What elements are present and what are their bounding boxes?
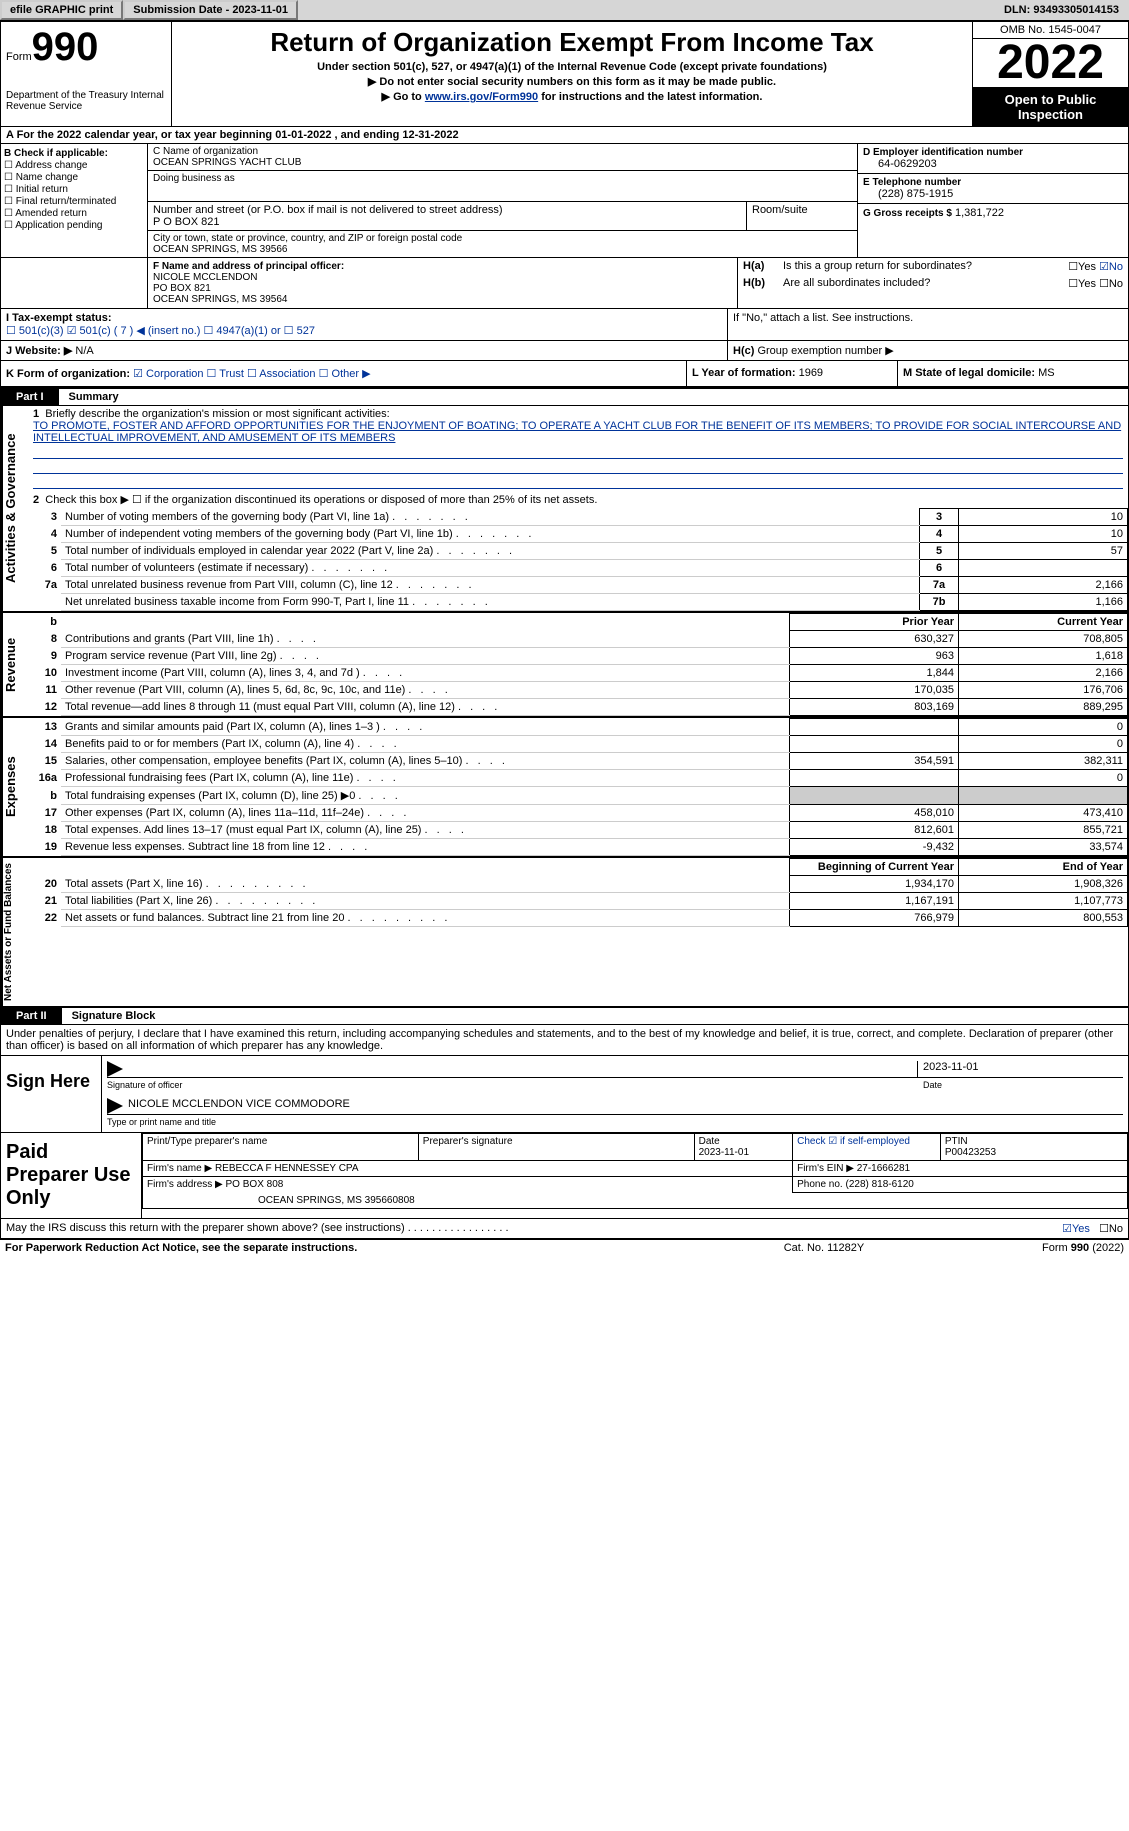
principal-addr2: OCEAN SPRINGS, MS 39564 (153, 294, 732, 305)
expenses-table: 13Grants and similar amounts paid (Part … (28, 718, 1128, 856)
governance-table: 3Number of voting members of the governi… (28, 508, 1128, 611)
hb-yes[interactable]: ☐Yes (1068, 278, 1096, 290)
part1-title: Summary (59, 389, 129, 405)
footer-center: Cat. No. 11282Y (724, 1242, 924, 1254)
footer-right: Form 990 (2022) (924, 1242, 1124, 1254)
ha-no[interactable]: ☑No (1099, 261, 1123, 273)
tax-status-label: I Tax-exempt status: (6, 312, 112, 324)
header-sub3: ▶ Go to www.irs.gov/Form990 for instruct… (177, 90, 967, 103)
netassets-table: Beginning of Current YearEnd of Year20To… (28, 858, 1128, 927)
org-name-label: C Name of organization (153, 146, 852, 157)
hc-text: Group exemption number ▶ (757, 345, 893, 357)
city-value: OCEAN SPRINGS, MS 39566 (153, 244, 852, 255)
side-tab-expenses: Expenses (1, 718, 28, 856)
check-initial-return[interactable]: Initial return (4, 184, 144, 195)
open-public-badge: Open to Public Inspection (973, 88, 1128, 126)
room-suite-label: Room/suite (747, 202, 857, 230)
principal-name: NICOLE MCCLENDON (153, 272, 732, 283)
dba-label: Doing business as (153, 173, 852, 184)
submission-date-button[interactable]: Submission Date - 2023-11-01 (123, 0, 298, 20)
form-org-opts[interactable]: ☑ Corporation ☐ Trust ☐ Association ☐ Ot… (133, 368, 370, 380)
discuss-text: May the IRS discuss this return with the… (6, 1222, 1062, 1235)
part2-tab: Part II (1, 1008, 62, 1024)
sig-officer-caption: Signature of officer (107, 1080, 923, 1090)
ein-value: 64-0629203 (863, 158, 1123, 170)
tax-year: 2022 (973, 39, 1128, 88)
state-domicile-label: M State of legal domicile: (903, 367, 1035, 379)
website-value: N/A (75, 345, 93, 357)
hb-note: If "No," attach a list. See instructions… (727, 309, 1128, 340)
arrow-icon (107, 1061, 123, 1077)
form-header: Form990 Department of the Treasury Inter… (0, 21, 1129, 127)
discuss-yes[interactable]: ☑Yes (1062, 1223, 1090, 1235)
side-tab-netassets: Net Assets or Fund Balances (1, 858, 28, 1006)
top-bar: efile GRAPHIC print Submission Date - 20… (0, 0, 1129, 21)
gross-value: 1,381,722 (955, 207, 1004, 219)
phone-label: E Telephone number (863, 177, 1123, 188)
year-formation-value: 1969 (799, 367, 823, 379)
line2-text: Check this box ▶ ☐ if the organization d… (45, 494, 597, 506)
mission-text: TO PROMOTE, FOSTER AND AFFORD OPPORTUNIT… (33, 420, 1121, 444)
ein-label: D Employer identification number (863, 147, 1123, 158)
ha-text: Is this a group return for subordinates? (783, 260, 1003, 273)
check-amended[interactable]: Amended return (4, 208, 144, 219)
mission-label: Briefly describe the organization's miss… (45, 408, 389, 420)
check-address-change[interactable]: Address change (4, 160, 144, 171)
entity-info: B Check if applicable: Address change Na… (0, 144, 1129, 258)
check-name-change[interactable]: Name change (4, 172, 144, 183)
phone-value: (228) 875-1915 (863, 188, 1123, 200)
arrow-icon (107, 1098, 123, 1114)
col-b-label: B Check if applicable: (4, 148, 144, 159)
paid-preparer-label: Paid Preparer Use Only (1, 1133, 142, 1218)
addr-value: P O BOX 821 (153, 216, 741, 228)
revenue-table: bPrior YearCurrent Year8Contributions an… (28, 613, 1128, 716)
calendar-year-line: A For the 2022 calendar year, or tax yea… (1, 127, 464, 143)
website-label: J Website: ▶ (6, 345, 72, 357)
side-tab-governance: Activities & Governance (1, 406, 28, 611)
sign-date: 2023-11-01 (917, 1061, 1123, 1077)
state-domicile-value: MS (1038, 367, 1055, 379)
year-formation-label: L Year of formation: (692, 367, 796, 379)
form-number: 990 (32, 25, 99, 69)
principal-addr1: PO BOX 821 (153, 283, 732, 294)
ha-yes[interactable]: ☐Yes (1068, 261, 1096, 273)
form-org-label: K Form of organization: (6, 368, 130, 380)
sig-date-caption: Date (923, 1080, 1123, 1090)
efile-print-button[interactable]: efile GRAPHIC print (0, 0, 123, 20)
officer-name-caption: Type or print name and title (107, 1117, 1123, 1127)
dln-label: DLN: 93493305014153 (1004, 4, 1129, 16)
check-app-pending[interactable]: Application pending (4, 220, 144, 231)
side-tab-revenue: Revenue (1, 613, 28, 716)
sign-here-label: Sign Here (1, 1056, 102, 1132)
discuss-no[interactable]: ☐No (1099, 1223, 1123, 1235)
preparer-table: Print/Type preparer's name Preparer's si… (142, 1133, 1128, 1209)
org-name: OCEAN SPRINGS YACHT CLUB (153, 157, 852, 168)
officer-name: NICOLE MCCLENDON VICE COMMODORE (123, 1098, 1123, 1114)
city-label: City or town, state or province, country… (153, 233, 852, 244)
part1-tab: Part I (1, 389, 59, 405)
hb-text: Are all subordinates included? (783, 277, 1003, 290)
gross-label: G Gross receipts $ (863, 208, 952, 219)
form-title: Return of Organization Exempt From Incom… (177, 27, 967, 58)
irs-link[interactable]: www.irs.gov/Form990 (425, 91, 538, 103)
check-final-return[interactable]: Final return/terminated (4, 196, 144, 207)
addr-label: Number and street (or P.O. box if mail i… (153, 204, 741, 216)
tax-status-opts[interactable]: ☐ 501(c)(3) ☑ 501(c) ( 7 ) ◀ (insert no.… (6, 325, 315, 337)
principal-label: F Name and address of principal officer: (153, 261, 732, 272)
signature-cert-text: Under penalties of perjury, I declare th… (0, 1025, 1129, 1056)
part2-title: Signature Block (62, 1008, 166, 1024)
dept-label: Department of the Treasury Internal Reve… (6, 90, 166, 112)
header-sub2: ▶ Do not enter social security numbers o… (177, 75, 967, 88)
hb-no[interactable]: ☐No (1099, 278, 1123, 290)
form-label: Form (6, 51, 32, 63)
footer-left: For Paperwork Reduction Act Notice, see … (5, 1242, 724, 1254)
header-sub1: Under section 501(c), 527, or 4947(a)(1)… (177, 61, 967, 73)
